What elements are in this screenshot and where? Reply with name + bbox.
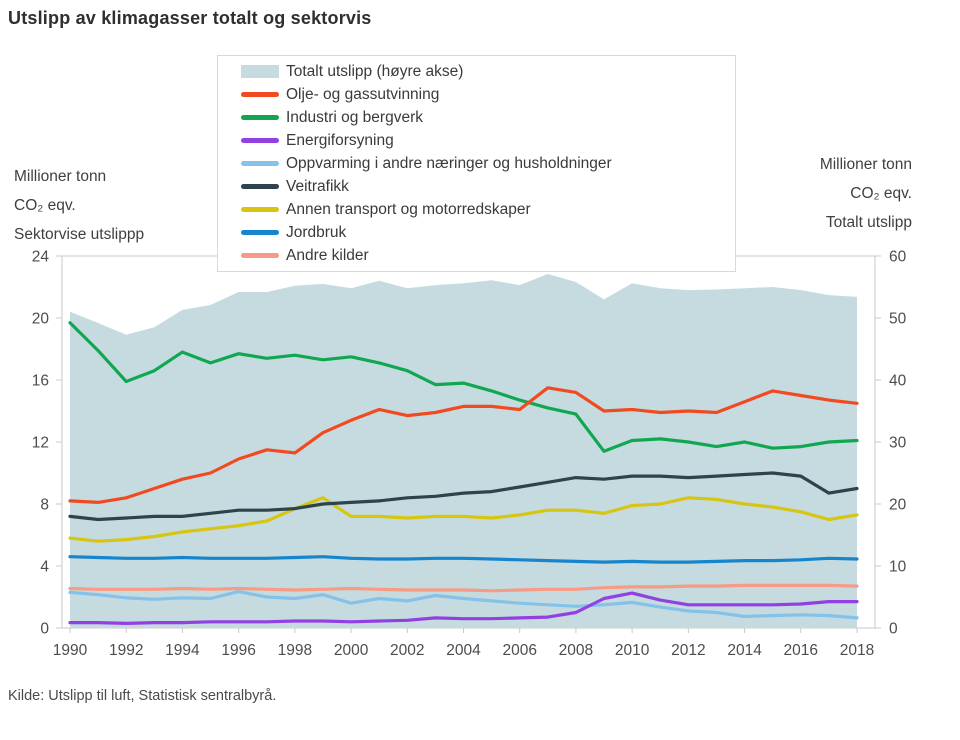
- legend-item: Energiforsyning: [241, 129, 735, 152]
- legend-swatch-total-area: [241, 65, 279, 78]
- right-axis-title-line: CO₂ eqv.: [850, 185, 912, 202]
- legend-item: Annen transport og motorredskaper: [241, 198, 735, 221]
- series-line: [68, 589, 859, 620]
- y-axis-left-tick-label: 4: [40, 559, 49, 576]
- y-axis-left-tick-label: 20: [32, 311, 50, 328]
- x-axis-tick-label: 2018: [840, 642, 874, 659]
- y-axis-left-tick-label: 24: [32, 249, 50, 266]
- legend-item-label: Oppvarming i andre næringer og husholdni…: [286, 154, 612, 172]
- legend-swatch-industry: [241, 115, 279, 120]
- left-axis-title-line: CO₂ eqv.: [14, 197, 76, 214]
- left-axis-title-line: Millioner tonn: [14, 168, 107, 185]
- right-axis-title-line: Totalt utslipp: [825, 214, 912, 231]
- y-axis-right-tick-label: 20: [889, 497, 907, 514]
- y-axis-right-tick-label: 40: [889, 373, 907, 390]
- legend-item-label: Olje- og gassutvinning: [286, 85, 440, 103]
- legend-swatch-agriculture: [241, 230, 279, 235]
- x-axis-tick-label: 2002: [390, 642, 424, 659]
- legend-item-label: Veitrafikk: [286, 177, 349, 195]
- x-axis-tick-label: 2016: [784, 642, 818, 659]
- y-axis-right-tick-label: 60: [889, 249, 907, 266]
- legend-swatch-other-transport: [241, 207, 279, 212]
- series-line: [68, 555, 859, 564]
- y-axis-left-tick-label: 8: [40, 497, 49, 514]
- x-axis-tick-label: 1994: [165, 642, 200, 659]
- series-line: [68, 496, 859, 543]
- legend-item-label: Energiforsyning: [286, 131, 394, 149]
- legend-item-label: Industri og bergverk: [286, 108, 423, 126]
- x-axis-tick-label: 2010: [615, 642, 650, 659]
- legend-item: Industri og bergverk: [241, 106, 735, 129]
- legend-item: Oppvarming i andre næringer og husholdni…: [241, 152, 735, 175]
- legend-item-label: Totalt utslipp (høyre akse): [286, 62, 464, 80]
- legend-item: Olje- og gassutvinning: [241, 83, 735, 106]
- legend-item: Veitrafikk: [241, 175, 735, 198]
- y-axis-right-tick-label: 10: [889, 559, 907, 576]
- legend-item-label: Annen transport og motorredskaper: [286, 200, 531, 218]
- legend-item-label: Andre kilder: [286, 246, 369, 264]
- y-axis-right-tick-label: 30: [889, 435, 907, 452]
- y-axis-right-tick-label: 50: [889, 311, 907, 328]
- legend-item: Totalt utslipp (høyre akse): [241, 60, 735, 83]
- right-axis-title: Millioner tonn CO₂ eqv. Totalt utslipp: [820, 150, 912, 237]
- chart-title: Utslipp av klimagasser totalt og sektorv…: [8, 8, 372, 28]
- x-axis-tick-label: 2014: [727, 642, 762, 659]
- legend-swatch-other-sources: [241, 253, 279, 258]
- x-axis-tick-label: 2012: [671, 642, 705, 659]
- x-axis-tick-label: 1992: [109, 642, 143, 659]
- left-axis-title: Millioner tonn CO₂ eqv. Sektorvise utsli…: [14, 162, 144, 249]
- legend-swatch-energy-supply: [241, 138, 279, 143]
- total-emissions-area: [70, 274, 857, 628]
- series-line: [68, 471, 859, 522]
- y-axis-left-tick-label: 16: [32, 373, 49, 390]
- legend-swatch-oil-gas: [241, 92, 279, 97]
- series-line: [68, 591, 859, 626]
- legend-item: Jordbruk: [241, 221, 735, 244]
- legend-swatch-heating: [241, 161, 279, 166]
- legend: Totalt utslipp (høyre akse) Olje- og gas…: [217, 55, 736, 272]
- source-caption: Kilde: Utslipp til luft, Statistisk sent…: [8, 688, 277, 704]
- legend-swatch-road-traffic: [241, 184, 279, 189]
- x-axis-tick-label: 2008: [559, 642, 593, 659]
- x-axis-tick-label: 2000: [334, 642, 369, 659]
- x-axis-tick-label: 1990: [53, 642, 88, 659]
- x-axis-tick-label: 2004: [446, 642, 481, 659]
- x-axis-tick-label: 2006: [502, 642, 536, 659]
- x-axis-tick-label: 1996: [221, 642, 255, 659]
- series-line: [68, 583, 859, 593]
- x-axis-tick-label: 1998: [278, 642, 312, 659]
- legend-item: Andre kilder: [241, 244, 735, 267]
- y-axis-right-tick-label: 0: [889, 621, 898, 638]
- y-axis-left-tick-label: 12: [32, 435, 49, 452]
- y-axis-left-tick-label: 0: [40, 621, 49, 638]
- left-axis-title-line: Sektorvise utslippp: [14, 226, 145, 243]
- series-line: [68, 386, 859, 504]
- legend-item-label: Jordbruk: [286, 223, 347, 241]
- right-axis-title-line: Millioner tonn: [819, 156, 912, 173]
- series-line: [68, 321, 859, 453]
